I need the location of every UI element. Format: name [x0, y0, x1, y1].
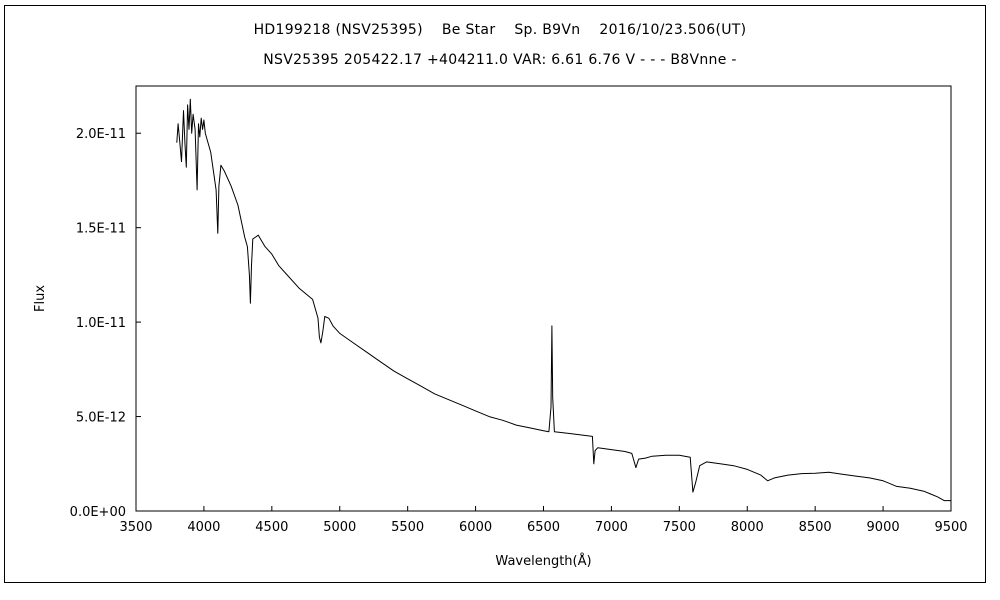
x-tick-label: 4000	[187, 520, 220, 535]
chart-title: HD199218 (NSV25395) Be Star Sp. B9Vn 201…	[253, 22, 747, 38]
y-axis-label: Flux	[33, 285, 48, 312]
y-tick-label: 2.0E-11	[76, 127, 126, 142]
x-tick-label: 8000	[731, 520, 764, 535]
x-tick-label: 9000	[867, 520, 900, 535]
plot-area	[135, 85, 952, 512]
x-tick-label: 5000	[323, 520, 356, 535]
x-tick-label: 5500	[391, 520, 424, 535]
series-layer	[176, 98, 951, 502]
x-tick-label: 6000	[459, 520, 492, 535]
x-tick-label: 7500	[663, 520, 696, 535]
y-tick-label: 0.0E+00	[70, 505, 126, 520]
spectrum-line	[176, 98, 951, 502]
x-tick-label: 8500	[799, 520, 832, 535]
x-axis: 3500 4000 4500 5000 5500 6000 6500 7000 7500 8000…	[119, 506, 968, 535]
x-axis-label: Wavelength(Å)	[495, 553, 591, 569]
y-tick-label: 1.0E-11	[76, 316, 126, 331]
x-tick-label: 4500	[255, 520, 288, 535]
y-tick-label: 5.0E-12	[76, 411, 126, 426]
y-axis: 0.0E+00 5.0E-12 1.0E-11 1.5E-11 2.0E-11	[70, 127, 141, 520]
x-tick-label: 7000	[595, 520, 628, 535]
x-tick-label: 3500	[119, 520, 152, 535]
y-tick-label: 1.5E-11	[76, 222, 126, 237]
x-tick-label: 9500	[934, 520, 967, 535]
chart-frame	[4, 5, 986, 583]
chart-subtitle: NSV25395 205422.17 +404211.0 VAR: 6.61 6…	[263, 52, 737, 68]
x-tick-label: 6500	[527, 520, 560, 535]
